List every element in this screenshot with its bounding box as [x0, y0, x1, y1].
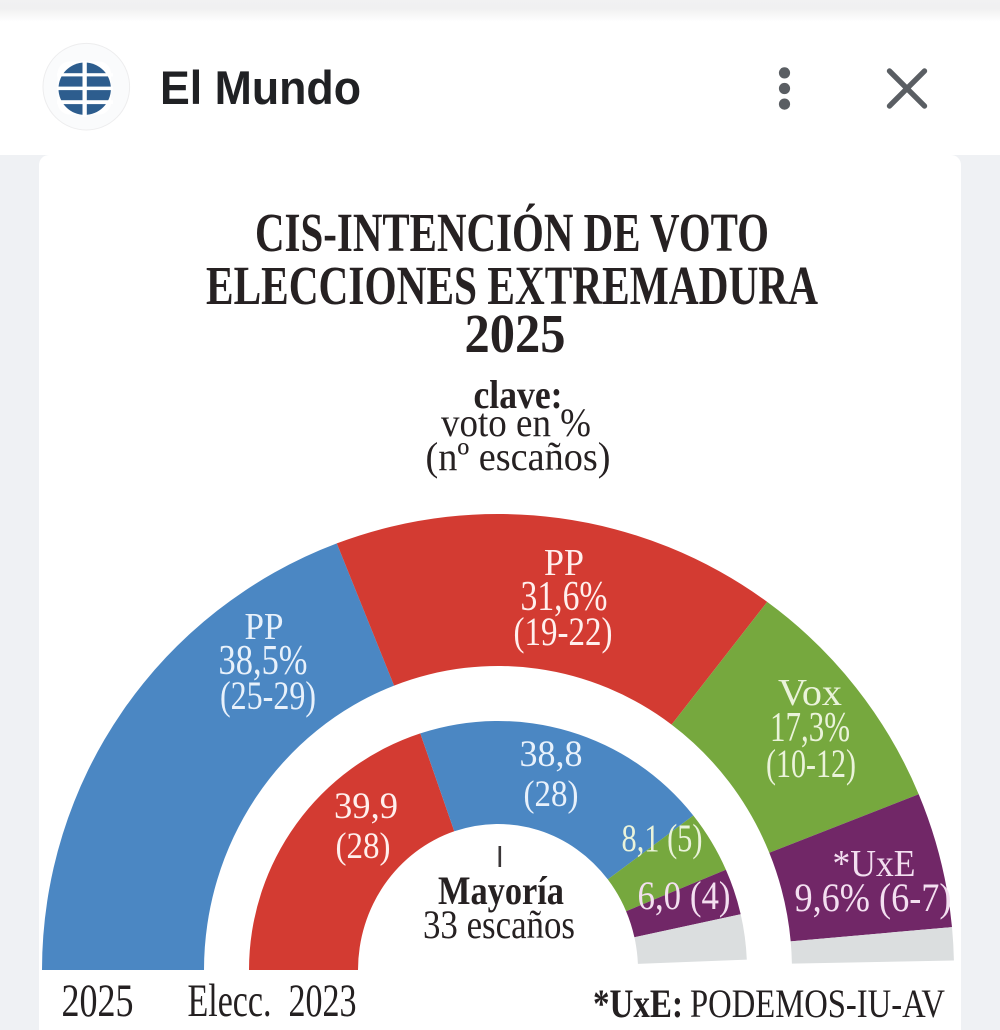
svg-text:PP: PP	[245, 606, 284, 648]
svg-text:33 escaños: 33 escaños	[423, 902, 575, 947]
svg-text:voto en %: voto en %	[441, 400, 591, 445]
svg-text:clave:: clave:	[474, 372, 563, 417]
svg-text:*UxE:: *UxE:	[593, 981, 683, 1026]
svg-text:Vox: Vox	[778, 672, 842, 714]
svg-text:6,0 (4): 6,0 (4)	[638, 873, 731, 918]
svg-text:Mayoría: Mayoría	[438, 868, 564, 913]
svg-text:8,1 (5): 8,1 (5)	[622, 817, 703, 860]
svg-text:(10-12): (10-12)	[766, 741, 856, 786]
svg-text:9,6% (6-7): 9,6% (6-7)	[795, 875, 952, 920]
svg-text:(28): (28)	[336, 826, 391, 867]
svg-text:ELECCIONES EXTREMADURA: ELECCIONES EXTREMADURA	[206, 255, 818, 316]
svg-text:CIS-INTENCIÓN DE VOTO: CIS-INTENCIÓN DE VOTO	[255, 202, 769, 263]
svg-text:2025: 2025	[465, 303, 566, 364]
svg-text:El Mundo: El Mundo	[160, 61, 361, 114]
svg-text:39,9: 39,9	[334, 786, 398, 827]
svg-text:31,6%: 31,6%	[521, 574, 608, 620]
svg-text:38,8: 38,8	[520, 734, 583, 775]
svg-text:(28): (28)	[524, 774, 579, 815]
svg-text:PODEMOS-IU-AV: PODEMOS-IU-AV	[690, 981, 945, 1026]
svg-text:(nº escaños): (nº escaños)	[426, 434, 611, 479]
svg-text:2025: 2025	[62, 975, 134, 1027]
svg-text:*UxE: *UxE	[833, 843, 916, 885]
svg-text:Elecc. 2023: Elecc. 2023	[188, 975, 357, 1027]
svg-text:PP: PP	[544, 542, 584, 584]
svg-text:(19-22): (19-22)	[514, 609, 613, 654]
svg-text:38,5%: 38,5%	[219, 638, 308, 684]
svg-text:(25-29): (25-29)	[220, 673, 316, 718]
svg-text:17,3%: 17,3%	[770, 705, 850, 751]
